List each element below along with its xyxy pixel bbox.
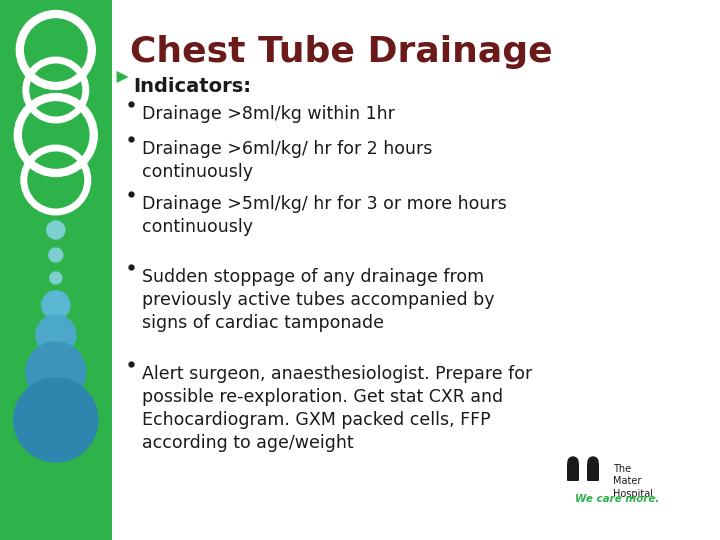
Text: Chest Tube Drainage: Chest Tube Drainage: [130, 35, 552, 69]
Text: Indicators:: Indicators:: [134, 77, 251, 96]
Bar: [0, 0, 112, 540]
Text: Alert surgeon, anaesthesiologist. Prepare for
possible re-exploration. Get stat : Alert surgeon, anaesthesiologist. Prepar…: [142, 365, 532, 451]
Text: Drainage >6ml/kg/ hr for 2 hours
continuously: Drainage >6ml/kg/ hr for 2 hours continu…: [142, 140, 432, 181]
Circle shape: [47, 221, 65, 239]
Text: Drainage >8ml/kg within 1hr: Drainage >8ml/kg within 1hr: [142, 105, 395, 123]
FancyBboxPatch shape: [567, 463, 579, 481]
Circle shape: [568, 457, 578, 467]
Polygon shape: [117, 71, 129, 83]
Text: We care more.: We care more.: [575, 494, 660, 504]
Text: The
Mater
Hospital: The Mater Hospital: [613, 464, 653, 499]
Circle shape: [36, 315, 76, 355]
Circle shape: [42, 291, 70, 319]
Circle shape: [49, 248, 63, 262]
Circle shape: [588, 457, 598, 467]
Circle shape: [26, 342, 86, 402]
FancyBboxPatch shape: [587, 463, 599, 481]
Circle shape: [14, 378, 98, 462]
Circle shape: [50, 272, 62, 284]
Text: Sudden stoppage of any drainage from
previously active tubes accompanied by
sign: Sudden stoppage of any drainage from pre…: [142, 268, 494, 332]
Text: Drainage >5ml/kg/ hr for 3 or more hours
continuously: Drainage >5ml/kg/ hr for 3 or more hours…: [142, 195, 506, 236]
